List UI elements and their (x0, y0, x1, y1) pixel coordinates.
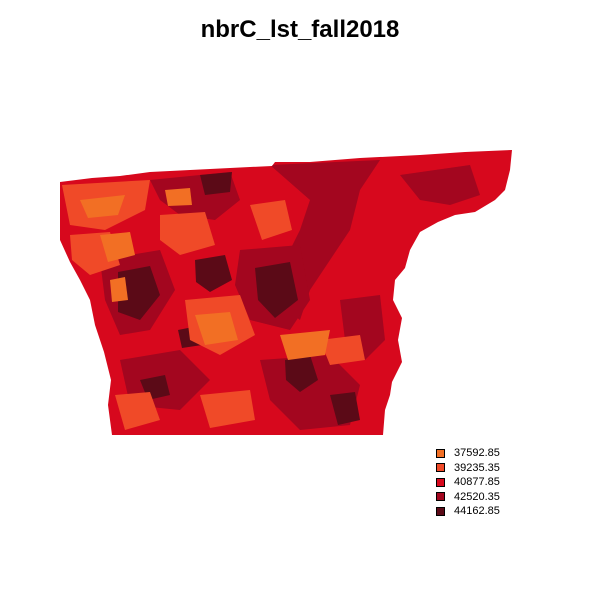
legend-item: 39235.35 (436, 461, 500, 476)
legend-swatch (436, 506, 445, 516)
legend-swatch (436, 448, 445, 458)
legend-swatch (436, 463, 445, 473)
legend-label: 44162.85 (454, 505, 500, 518)
legend-swatch (436, 492, 445, 502)
legend-item: 42520.35 (436, 490, 500, 505)
legend-item: 37592.85 (436, 446, 500, 461)
legend-label: 37592.85 (454, 447, 500, 460)
raster-cells (60, 150, 512, 435)
map-legend: 37592.85 39235.35 40877.85 42520.35 4416… (436, 446, 500, 519)
legend-label: 40877.85 (454, 476, 500, 489)
legend-item: 40877.85 (436, 475, 500, 490)
legend-swatch (436, 477, 445, 487)
legend-label: 39235.35 (454, 461, 500, 474)
legend-label: 42520.35 (454, 490, 500, 503)
map-title: nbrC_lst_fall2018 (200, 16, 400, 43)
legend-item: 44162.85 (436, 504, 500, 519)
